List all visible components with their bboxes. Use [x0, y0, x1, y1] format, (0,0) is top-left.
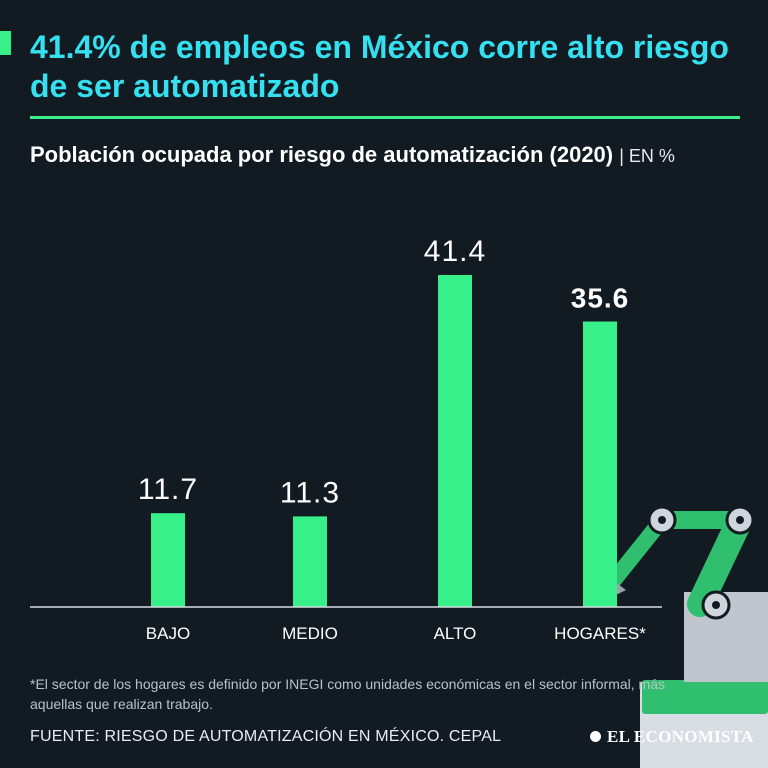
brand-mark-icon: [590, 731, 601, 742]
title-divider: [30, 116, 740, 119]
chart-unit: | EN %: [619, 146, 675, 166]
data-label: 41.4: [424, 235, 486, 268]
brand-logo: EL ECONOMISTA: [590, 727, 754, 747]
brand-name: EL ECONOMISTA: [607, 727, 754, 746]
x-tick-label: HOGARES*: [554, 624, 646, 643]
data-label: 11.7: [138, 473, 198, 506]
data-label: 35.6: [571, 283, 630, 314]
page-title: 41.4% de empleos en México corre alto ri…: [30, 29, 729, 104]
bar-hogares: [583, 321, 617, 607]
bar-alto: [438, 275, 472, 607]
data-label: 11.3: [280, 476, 340, 509]
footnote: *El sector de los hogares es definido po…: [30, 676, 665, 712]
x-tick-label: MEDIO: [282, 624, 338, 643]
title-marker: [0, 31, 11, 55]
bar-bajo: [151, 513, 185, 607]
chart-subtitle-text: Población ocupada por riesgo de automati…: [30, 142, 614, 167]
x-tick-label: ALTO: [434, 624, 477, 643]
source-credit: FUENTE: RIESGO DE AUTOMATIZACIÓN EN MÉXI…: [30, 728, 502, 745]
x-tick-label: BAJO: [146, 624, 190, 643]
chart-subtitle: Población ocupada por riesgo de automati…: [30, 140, 730, 171]
bar-medio: [293, 516, 327, 607]
